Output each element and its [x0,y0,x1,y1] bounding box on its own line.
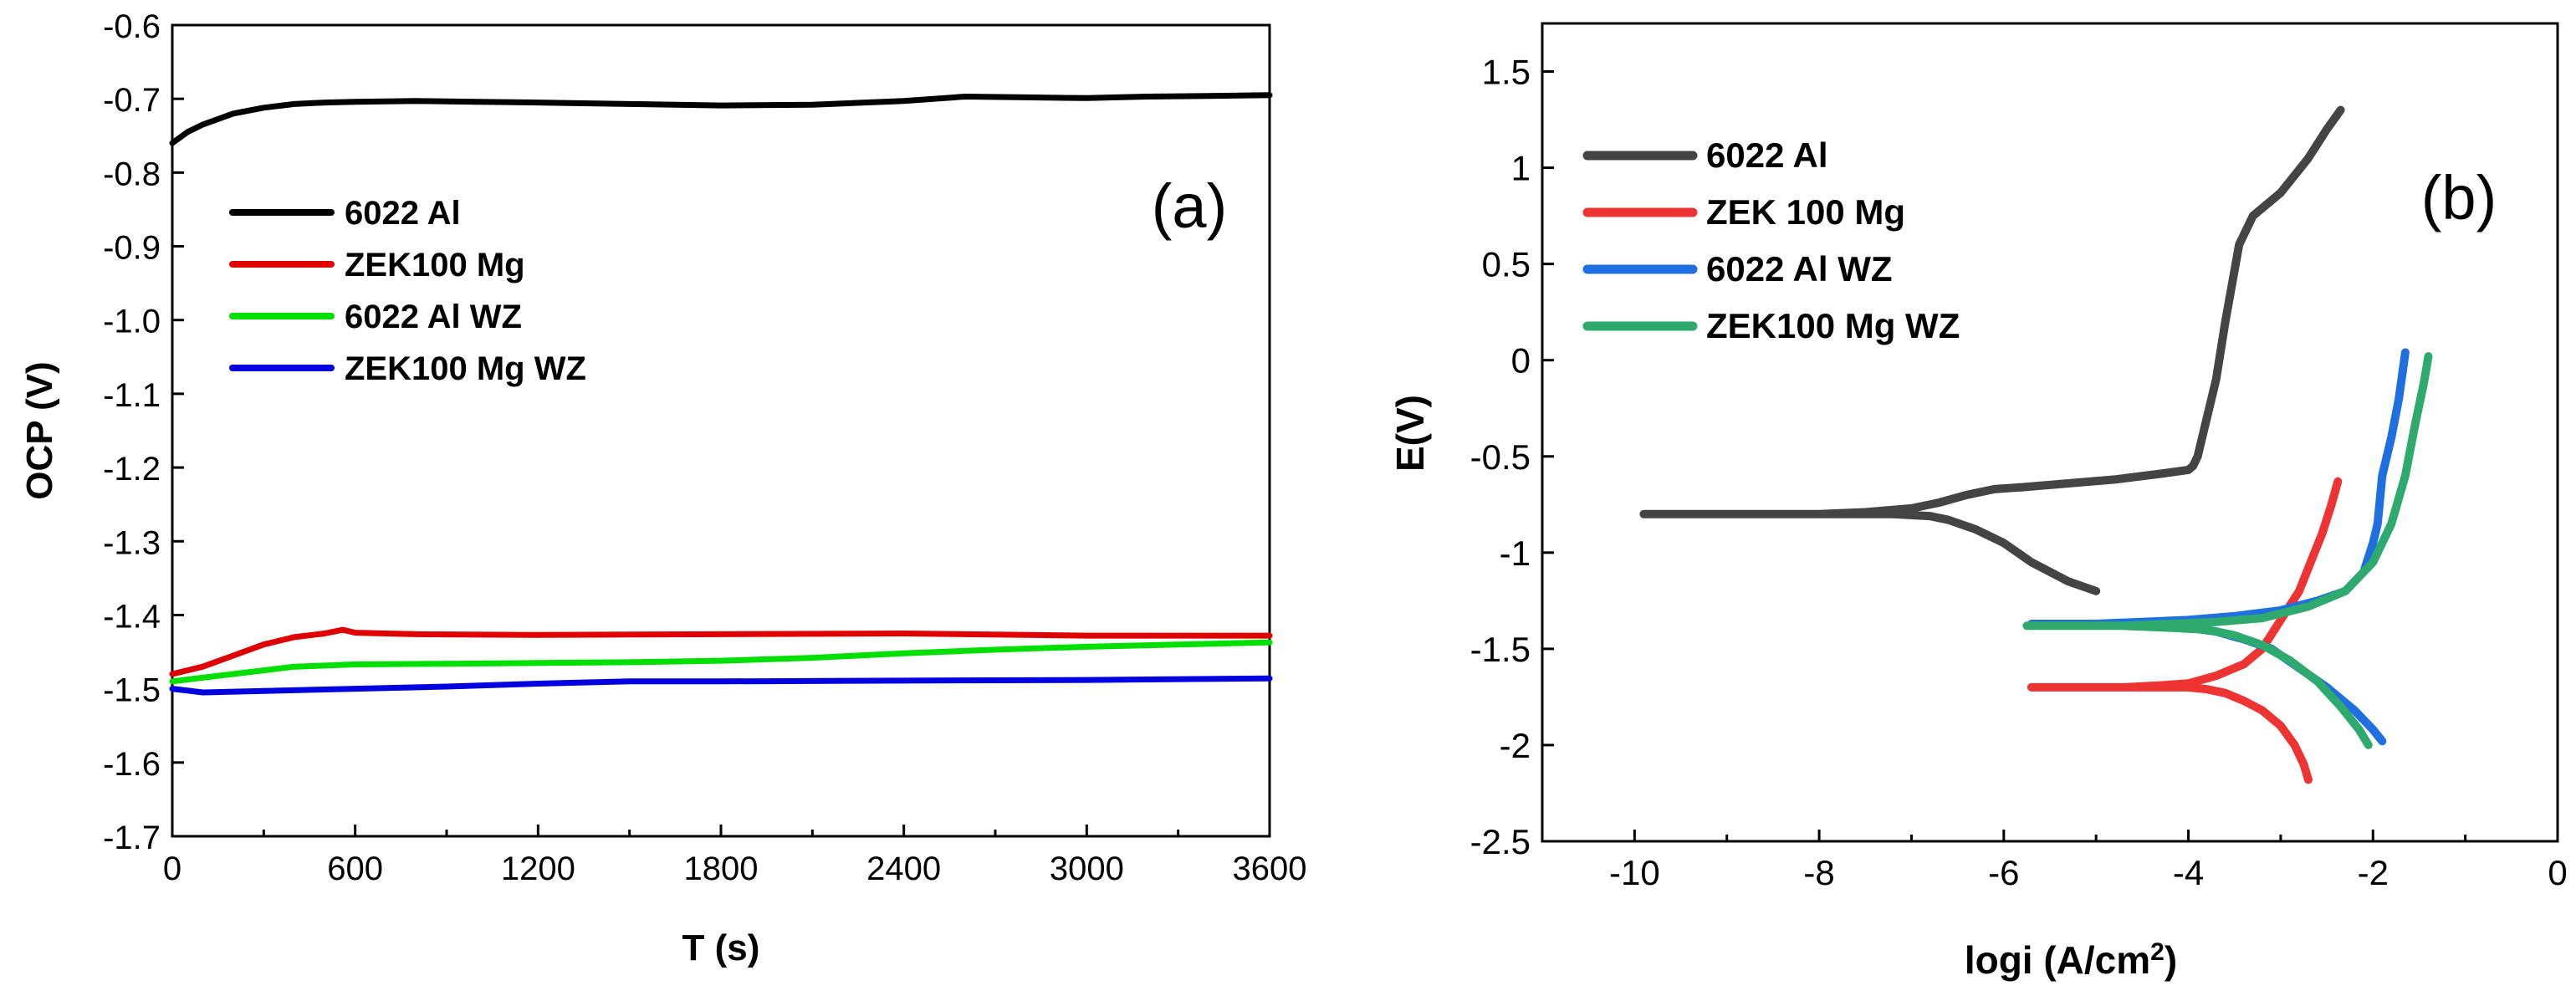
panel-a-x-tick-label: 3000 [1050,850,1124,887]
panel-a-series [169,92,1273,696]
panel-b-series-line-zek100-mg-wz [2022,352,2433,749]
panel-a-series-line-zek100-mg [169,626,1273,677]
panel-b-legend: 6022 Al ZEK 100 Mg 6022 Al WZ ZEK100 Mg WZ [1582,135,1960,345]
panel-a-plot-frame [171,23,1271,838]
panel-a-y-axis-title: OCP (V) [19,361,60,499]
panel-b-x-tick-label: -8 [1803,853,1834,892]
panel-b-series [1639,105,2433,784]
panel-b-x-axis-title-suffix: ) [2165,938,2177,982]
panel-a-series-line-6022-al-wz [169,639,1273,685]
panel-b-series-line-6022-al [1639,105,2345,595]
panel-a-x-tick-label: 1200 [501,850,575,887]
panel-b-x-tick-label: 0 [2548,853,2567,892]
panel-b-legend-label-6022-al-wz: 6022 Al WZ [1706,249,1893,289]
panel-b-ticks: -10 -8 -6 -4 -2 0 1.5 1 0.5 0 -0.5 -1 -1.5 -2 -2.5 [1470,53,2568,892]
panel-b-y-tick-label: 1.5 [1482,53,1531,92]
panel-b-x-axis-title-prefix: logi (A/cm [1965,938,2150,982]
panel-b-plot-frame [1541,22,2559,843]
panel-b-series-line-6022-al-wz [2027,348,2410,746]
panel-a-x-tick-label: 600 [327,850,383,887]
panel-a-x-tick-label: 0 [163,850,181,887]
panel-a-series-line-zek100-mg-wz [169,675,1273,696]
panel-b-y-axis-title: E(V) [1388,395,1432,472]
panel-b-y-tick-label: -1.5 [1470,630,1531,669]
panel-a-y-tick-label: -0.9 [103,230,161,267]
panel-b-label: (b) [2421,163,2497,232]
panel-b-y-tick-label: -2.5 [1470,822,1531,861]
panel-b-y-tick-label: -2 [1500,726,1531,765]
panel-b-legend-label-6022-al: 6022 Al [1706,135,1828,175]
panel-a-x-tick-label: 2400 [866,850,941,887]
panel-a-y-tick-label: -0.7 [103,82,161,119]
panel-b-x-axis-title: logi (A/cm2) [1965,938,2177,983]
panel-b-y-tick-label: -0.5 [1470,437,1531,477]
panel-a-y-tick-label: -0.8 [103,156,161,192]
panel-a-legend-label-zek100-mg-wz: ZEK100 Mg WZ [345,350,586,387]
panel-b-series-line-zek-100-mg [2027,477,2343,784]
panel-a-y-tick-label: -1.4 [103,598,161,635]
panel-b-x-tick-label: -6 [1988,853,2019,892]
panel-a-y-tick-label: -1.5 [103,672,161,709]
panel-a-legend-label-6022-al-wz: 6022 Al WZ [345,299,522,335]
panel-a-legend-label-6022-al: 6022 Al [345,195,461,232]
panel-b-y-tick-label: -1 [1500,534,1531,573]
panel-a-series-line-6022-al [169,92,1273,146]
panel-b: -10 -8 -6 -4 -2 0 1.5 1 0.5 0 -0.5 -1 -1.5 -2 -2.5 602… [1388,22,2568,983]
panel-b-x-tick-label: -10 [1609,853,1660,892]
panel-b-x-axis-title-sup: 2 [2150,938,2165,966]
panel-a-label: (a) [1152,171,1227,241]
panel-a-y-tick-label: -1.3 [103,524,161,561]
panel-b-y-tick-label: 1 [1511,149,1531,188]
panel-a-legend: 6022 Al ZEK100 Mg 6022 Al WZ ZEK100 Mg WZ [229,195,586,387]
panel-a-x-tick-label: 1800 [684,850,759,887]
panel-b-x-tick-label: -2 [2358,853,2389,892]
panel-a-y-tick-label: -1.0 [103,304,161,340]
panel-a-ticks: 0 600 1200 1800 2400 3000 3600 -0.6 -0.7 -0.8 -0.9… [103,8,1306,887]
panel-b-legend-label-zek-100-mg: ZEK 100 Mg [1706,192,1905,232]
panel-a-legend-label-zek100-mg: ZEK100 Mg [345,247,525,283]
panel-b-x-tick-label: -4 [2173,853,2204,892]
panel-b-y-tick-label: 0.5 [1482,245,1531,284]
panel-a-y-tick-label: -1.2 [103,451,161,488]
panel-a-y-tick-label: -1.7 [103,820,161,856]
panel-a-x-tick-label: 3600 [1233,850,1307,887]
panel-a-y-tick-label: -1.1 [103,377,161,414]
panel-a: 0 600 1200 1800 2400 3000 3600 -0.6 -0.7 -0.8 -0.9… [19,8,1306,968]
panel-a-y-tick-label: -1.6 [103,746,161,783]
panel-b-legend-label-zek100-mg-wz: ZEK100 Mg WZ [1706,306,1960,345]
panel-a-x-axis-title: T (s) [682,927,760,968]
panel-b-y-tick-label: 0 [1511,341,1531,380]
panel-a-y-tick-label: -0.6 [103,8,161,45]
